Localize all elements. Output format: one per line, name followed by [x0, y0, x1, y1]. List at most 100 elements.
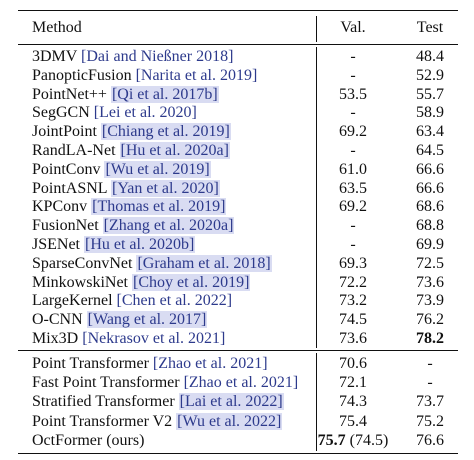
test-cell: 55.7: [404, 85, 456, 104]
val-value: 74.5: [339, 311, 367, 329]
method-name: 3DMV: [32, 48, 78, 65]
method-name: Fast Point Transformer: [32, 374, 180, 392]
val-cell: 70.6: [302, 354, 404, 373]
citation-link: [Wu et al. 2022]: [176, 412, 283, 430]
citation-link: [Zhang et al. 2020a]: [102, 217, 235, 235]
header-method: Method: [32, 19, 82, 36]
val-value: 72.1: [339, 374, 367, 392]
table-row: RandLA-Net [Hu et al. 2020a] - 64.5: [18, 141, 458, 160]
citation-link: [Wang et al. 2017]: [86, 311, 208, 329]
test-cell: 64.5: [404, 141, 456, 160]
method-cell: 3DMV [Dai and Nießner 2018]: [32, 47, 233, 66]
val-value: 53.5: [339, 85, 367, 103]
val-cell: 72.1: [302, 373, 404, 392]
citation-link: [Narita et al. 2019]: [135, 66, 258, 84]
method-name: O-CNN: [32, 311, 83, 329]
table-row: Fast Point Transformer [Zhao et al. 2021…: [18, 373, 458, 392]
val-cell: 73.2: [302, 291, 404, 310]
table-row: PointNet++ [Qi et al. 2017b] 53.5 55.7: [18, 85, 458, 104]
test-cell: 76.6: [404, 431, 456, 450]
table-row: KPConv [Thomas et al. 2019] 69.2 68.6: [18, 197, 458, 216]
test-value: 73.9: [416, 292, 444, 310]
test-value: 68.8: [416, 217, 444, 235]
val-cell: 63.5: [302, 179, 404, 198]
test-value: 72.5: [416, 254, 444, 272]
val-value: 69.2: [339, 198, 367, 216]
test-cell: 76.2: [404, 310, 456, 329]
test-value: 66.6: [416, 179, 444, 197]
table-row: 3DMV [Dai and Nießner 2018] - 48.4: [18, 47, 458, 66]
header-val: Val.: [340, 19, 366, 36]
test-cell: 69.9: [404, 235, 456, 254]
method-cell: OctFormer (ours): [32, 431, 144, 450]
table-row: PanopticFusion [Narita et al. 2019] - 52.9: [18, 66, 458, 85]
method-name: JSENet: [32, 236, 80, 253]
citation-link: [Hu et al. 2020b]: [84, 236, 196, 253]
citation-link: [Thomas et al. 2019]: [91, 198, 227, 216]
val-cell: -: [302, 66, 404, 85]
method-name: Point Transformer V2: [32, 412, 173, 430]
citation-link: [Zhao et al. 2021]: [183, 374, 299, 392]
citation-link: [Wu et al. 2019]: [104, 160, 211, 178]
test-cell: 73.6: [404, 273, 456, 292]
method-cell: O-CNN [Wang et al. 2017]: [32, 310, 208, 329]
citation-link: [Lei et al. 2020]: [93, 104, 197, 122]
val-value: 74.3: [339, 393, 367, 411]
test-cell: 73.7: [404, 392, 456, 411]
table-row: Mix3D [Nekrasov et al. 2021] 73.6 78.2: [18, 329, 458, 348]
test-cell: 73.9: [404, 291, 456, 310]
method-name: FusionNet: [32, 217, 99, 235]
test-value: 55.7: [416, 85, 444, 103]
method-cell: JointPoint [Chiang et al. 2019]: [32, 122, 231, 141]
test-cell: 48.4: [404, 47, 456, 66]
header-rule: [18, 44, 458, 45]
citation-link: [Qi et al. 2017b]: [110, 85, 219, 103]
test-value: 78.2: [416, 330, 444, 347]
val-value-bold: 75.7: [317, 431, 346, 449]
table-row: MinkowskiNet [Choy et al. 2019] 72.2 73.6: [18, 273, 458, 292]
method-cell: SegGCN [Lei et al. 2020]: [32, 103, 197, 122]
citation-link: [Graham et al. 2018]: [136, 254, 272, 272]
column-separator: [316, 47, 317, 348]
val-value: 61.0: [339, 160, 367, 178]
test-value: 58.9: [416, 104, 444, 122]
test-cell: 78.2: [404, 329, 456, 348]
method-cell: PanopticFusion [Narita et al. 2019]: [32, 66, 257, 85]
citation-link: [Nekrasov et al. 2021]: [82, 330, 226, 347]
val-value: 69.3: [339, 254, 367, 272]
table-row: FusionNet [Zhang et al. 2020a] - 68.8: [18, 216, 458, 235]
val-cell: 74.3: [302, 392, 404, 411]
test-cell: 63.4: [404, 122, 456, 141]
table-row: Stratified Transformer [Lai et al. 2022]…: [18, 392, 458, 411]
method-name: Stratified Transformer: [32, 393, 175, 411]
test-value: 75.2: [416, 412, 444, 430]
val-value: 73.2: [339, 292, 367, 310]
method-name: PointNet++: [32, 85, 107, 103]
method-cell: PointConv [Wu et al. 2019]: [32, 160, 211, 179]
method-name: RandLA-Net: [32, 142, 116, 159]
test-value: 52.9: [416, 66, 444, 84]
top-rule: [18, 10, 458, 12]
table-row: PointConv [Wu et al. 2019] 61.0 66.6: [18, 160, 458, 179]
test-cell: 68.8: [404, 216, 456, 235]
method-name: SegGCN: [32, 104, 90, 122]
test-cell: 66.6: [404, 179, 456, 198]
val-cell: 72.2: [302, 273, 404, 292]
table-row: SegGCN [Lei et al. 2020] - 58.9: [18, 103, 458, 122]
val-value: 72.2: [339, 273, 367, 291]
test-cell: 72.5: [404, 254, 456, 273]
citation-link: [Chen et al. 2022]: [116, 292, 233, 310]
val-cell: -: [302, 141, 404, 160]
method-cell: FusionNet [Zhang et al. 2020a]: [32, 216, 235, 235]
test-cell: 66.6: [404, 160, 456, 179]
val-cell: 61.0: [302, 160, 404, 179]
val-cell: -: [302, 235, 404, 254]
val-value: -: [350, 217, 356, 235]
method-name: Mix3D: [32, 330, 79, 347]
val-value: 70.6: [339, 355, 367, 372]
table-row: PointASNL [Yan et al. 2020] 63.5 66.6: [18, 179, 458, 198]
table-row: JointPoint [Chiang et al. 2019] 69.2 63.4: [18, 122, 458, 141]
method-name: Point Transformer: [32, 355, 149, 372]
group-separator-rule: [18, 350, 458, 352]
val-cell: 73.6: [302, 329, 404, 348]
